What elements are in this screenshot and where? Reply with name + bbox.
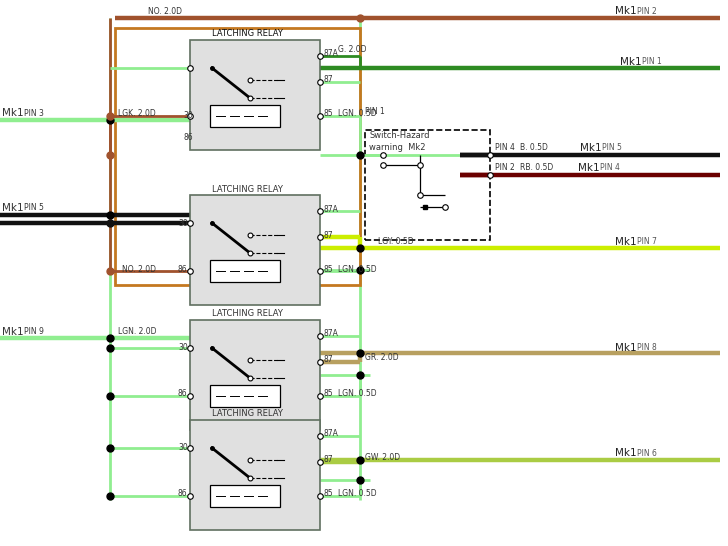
Text: PIN 7: PIN 7: [637, 238, 657, 246]
Text: 86: 86: [183, 133, 193, 141]
Text: PIN 8: PIN 8: [637, 343, 657, 353]
Text: Mk1: Mk1: [2, 108, 23, 118]
Text: G. 2.0D: G. 2.0D: [338, 45, 366, 54]
Bar: [365, 130, 490, 240]
Text: 85: 85: [323, 389, 333, 399]
Text: LGN. 0.5D: LGN. 0.5D: [338, 490, 376, 498]
Bar: [210, 260, 280, 282]
Text: 85: 85: [323, 490, 333, 498]
Text: 87A: 87A: [323, 50, 338, 58]
Text: 30: 30: [178, 443, 188, 453]
Text: PIN 9: PIN 9: [24, 328, 44, 336]
Text: PIN 6: PIN 6: [637, 448, 657, 458]
Bar: [190, 40, 320, 150]
Text: Mk1: Mk1: [2, 327, 23, 337]
Text: Mk1: Mk1: [620, 57, 641, 67]
Text: LATCHING RELAY: LATCHING RELAY: [212, 185, 283, 193]
Text: 87A: 87A: [323, 430, 338, 438]
Text: 87: 87: [323, 355, 333, 365]
Text: 86: 86: [178, 264, 188, 274]
Text: 30: 30: [178, 218, 188, 228]
Text: 87A: 87A: [323, 329, 338, 339]
Text: LATCHING RELAY: LATCHING RELAY: [212, 29, 283, 39]
Text: 87A: 87A: [323, 205, 338, 213]
Text: Mk1: Mk1: [615, 448, 636, 458]
Text: 87: 87: [323, 75, 333, 85]
Text: 86: 86: [178, 389, 188, 399]
Text: NO. 2.0D: NO. 2.0D: [148, 7, 182, 15]
Text: PIN 4: PIN 4: [600, 163, 620, 173]
Text: LGY. 0.5D: LGY. 0.5D: [378, 238, 414, 246]
Text: Mk1: Mk1: [615, 237, 636, 247]
Text: Mk1: Mk1: [580, 143, 601, 153]
Text: LGK. 2.0D: LGK. 2.0D: [118, 109, 156, 117]
Text: NO. 2.0D: NO. 2.0D: [122, 264, 156, 274]
Bar: [210, 105, 280, 127]
Text: LGN. 2.0D: LGN. 2.0D: [118, 328, 157, 336]
Bar: [115, 28, 360, 285]
Bar: [210, 385, 280, 407]
Text: B. 0.5D: B. 0.5D: [520, 144, 548, 152]
Bar: [190, 420, 320, 530]
Text: Mk1: Mk1: [578, 163, 600, 173]
Text: PIN 4: PIN 4: [495, 144, 515, 152]
Text: 87: 87: [323, 230, 333, 240]
Text: LGN. 0.5D: LGN. 0.5D: [338, 264, 376, 274]
Text: 86: 86: [178, 490, 188, 498]
Text: LATCHING RELAY: LATCHING RELAY: [212, 310, 283, 318]
Text: 85: 85: [323, 264, 333, 274]
Text: PIN 5: PIN 5: [602, 144, 622, 152]
Text: PIN 1: PIN 1: [642, 57, 662, 67]
Text: GR. 2.0D: GR. 2.0D: [365, 353, 399, 363]
Text: 87: 87: [323, 455, 333, 465]
Text: 85: 85: [323, 110, 333, 118]
Text: 30: 30: [183, 110, 193, 120]
Text: PIN 3: PIN 3: [24, 109, 44, 117]
Text: Mk1: Mk1: [615, 6, 636, 16]
Text: GW. 2.0D: GW. 2.0D: [365, 454, 400, 462]
Text: LGN. 0.5D: LGN. 0.5D: [338, 110, 376, 118]
Text: warning  Mk2: warning Mk2: [369, 144, 425, 152]
Text: PIN 2: PIN 2: [495, 163, 515, 173]
Text: LGN. 0.5D: LGN. 0.5D: [338, 389, 376, 399]
Text: PIN 1: PIN 1: [365, 106, 385, 116]
Text: Switch-Hazard: Switch-Hazard: [369, 130, 430, 139]
Bar: [190, 195, 320, 305]
Bar: [190, 320, 320, 430]
Text: LATCHING RELAY: LATCHING RELAY: [212, 410, 283, 418]
Text: 30: 30: [178, 343, 188, 353]
Text: Mk1: Mk1: [2, 203, 23, 213]
Text: RB. 0.5D: RB. 0.5D: [520, 163, 553, 173]
Text: Mk1: Mk1: [615, 343, 636, 353]
Text: PIN 5: PIN 5: [24, 204, 44, 212]
Text: PIN 2: PIN 2: [637, 7, 657, 15]
Bar: [210, 485, 280, 507]
